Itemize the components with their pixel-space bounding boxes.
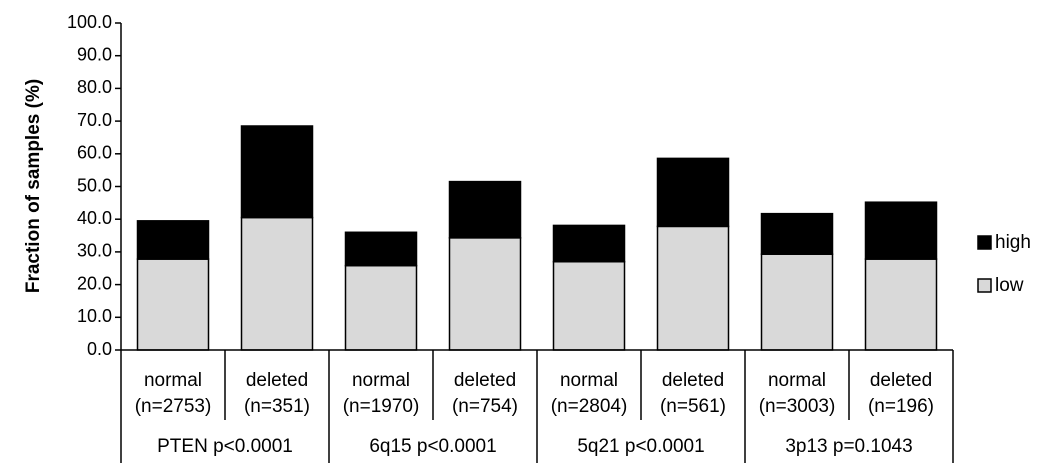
bar-high: [240, 125, 314, 219]
y-axis-title: Fraction of samples (%): [23, 79, 44, 293]
bar-low: [240, 216, 314, 351]
category-n-label: (n=561): [660, 396, 726, 417]
y-tick-label: 0.0: [87, 339, 112, 359]
legend: high low: [977, 232, 1031, 296]
legend-label-high: high: [995, 232, 1031, 253]
bar-low: [656, 225, 730, 351]
category-status-label: deleted: [454, 370, 516, 391]
category-n-label: (n=2804): [551, 396, 628, 417]
y-tick-label: 60.0: [77, 143, 112, 163]
category-n-label: (n=2753): [135, 396, 212, 417]
category-status-label: deleted: [870, 370, 932, 391]
bar-low: [136, 258, 210, 351]
y-axis: 0.0 10.0 20.0 30.0 40.0 50.0 60.0 70.0 80.0 90.0 1…: [67, 12, 122, 359]
y-tick-label: 70.0: [77, 110, 112, 130]
category-status-label: normal: [144, 370, 202, 391]
bar-low: [344, 264, 418, 351]
category-status-label: deleted: [246, 370, 308, 391]
bar-high: [344, 231, 418, 267]
category-n-label: (n=754): [452, 396, 518, 417]
y-tick-label: 90.0: [77, 44, 112, 64]
bar-high: [136, 220, 210, 260]
y-axis-title-group: Fraction of samples (%): [23, 79, 44, 293]
category-n-label: (n=3003): [759, 396, 836, 417]
bars: [136, 125, 938, 351]
category-n-label: (n=351): [244, 396, 310, 417]
category-n-label: (n=196): [868, 396, 934, 417]
group-label: 6q15 p<0.0001: [369, 436, 496, 457]
category-status-label: normal: [560, 370, 618, 391]
bar-high: [552, 224, 626, 263]
y-tick-label: 100.0: [67, 12, 112, 32]
bar-high: [448, 180, 522, 239]
x-axis: normal (n=2753) deleted (n=351) normal (n=197…: [120, 349, 954, 463]
y-tick-label: 10.0: [77, 306, 112, 326]
bar-low: [760, 253, 834, 351]
group-label: 5q21 p<0.0001: [577, 436, 704, 457]
category-status-label: deleted: [662, 370, 724, 391]
group-label: PTEN p<0.0001: [157, 436, 293, 457]
y-tick-label: 50.0: [77, 175, 112, 195]
legend-swatch-low: [977, 278, 992, 293]
group-label: 3p13 p=0.1043: [785, 436, 912, 457]
y-tick-label: 20.0: [77, 273, 112, 293]
bar-high: [656, 157, 730, 228]
y-tick-label: 40.0: [77, 208, 112, 228]
legend-swatch-high: [977, 235, 992, 250]
bar-high: [864, 201, 938, 260]
bar-low: [448, 237, 522, 351]
category-n-label: (n=1970): [343, 396, 420, 417]
y-tick-label: 80.0: [77, 77, 112, 97]
category-status-label: normal: [352, 370, 410, 391]
bar-low: [552, 260, 626, 351]
legend-label-low: low: [995, 275, 1024, 296]
y-tick-label: 30.0: [77, 241, 112, 261]
bar-high: [760, 212, 834, 255]
category-status-label: normal: [768, 370, 826, 391]
bar-low: [864, 258, 938, 351]
